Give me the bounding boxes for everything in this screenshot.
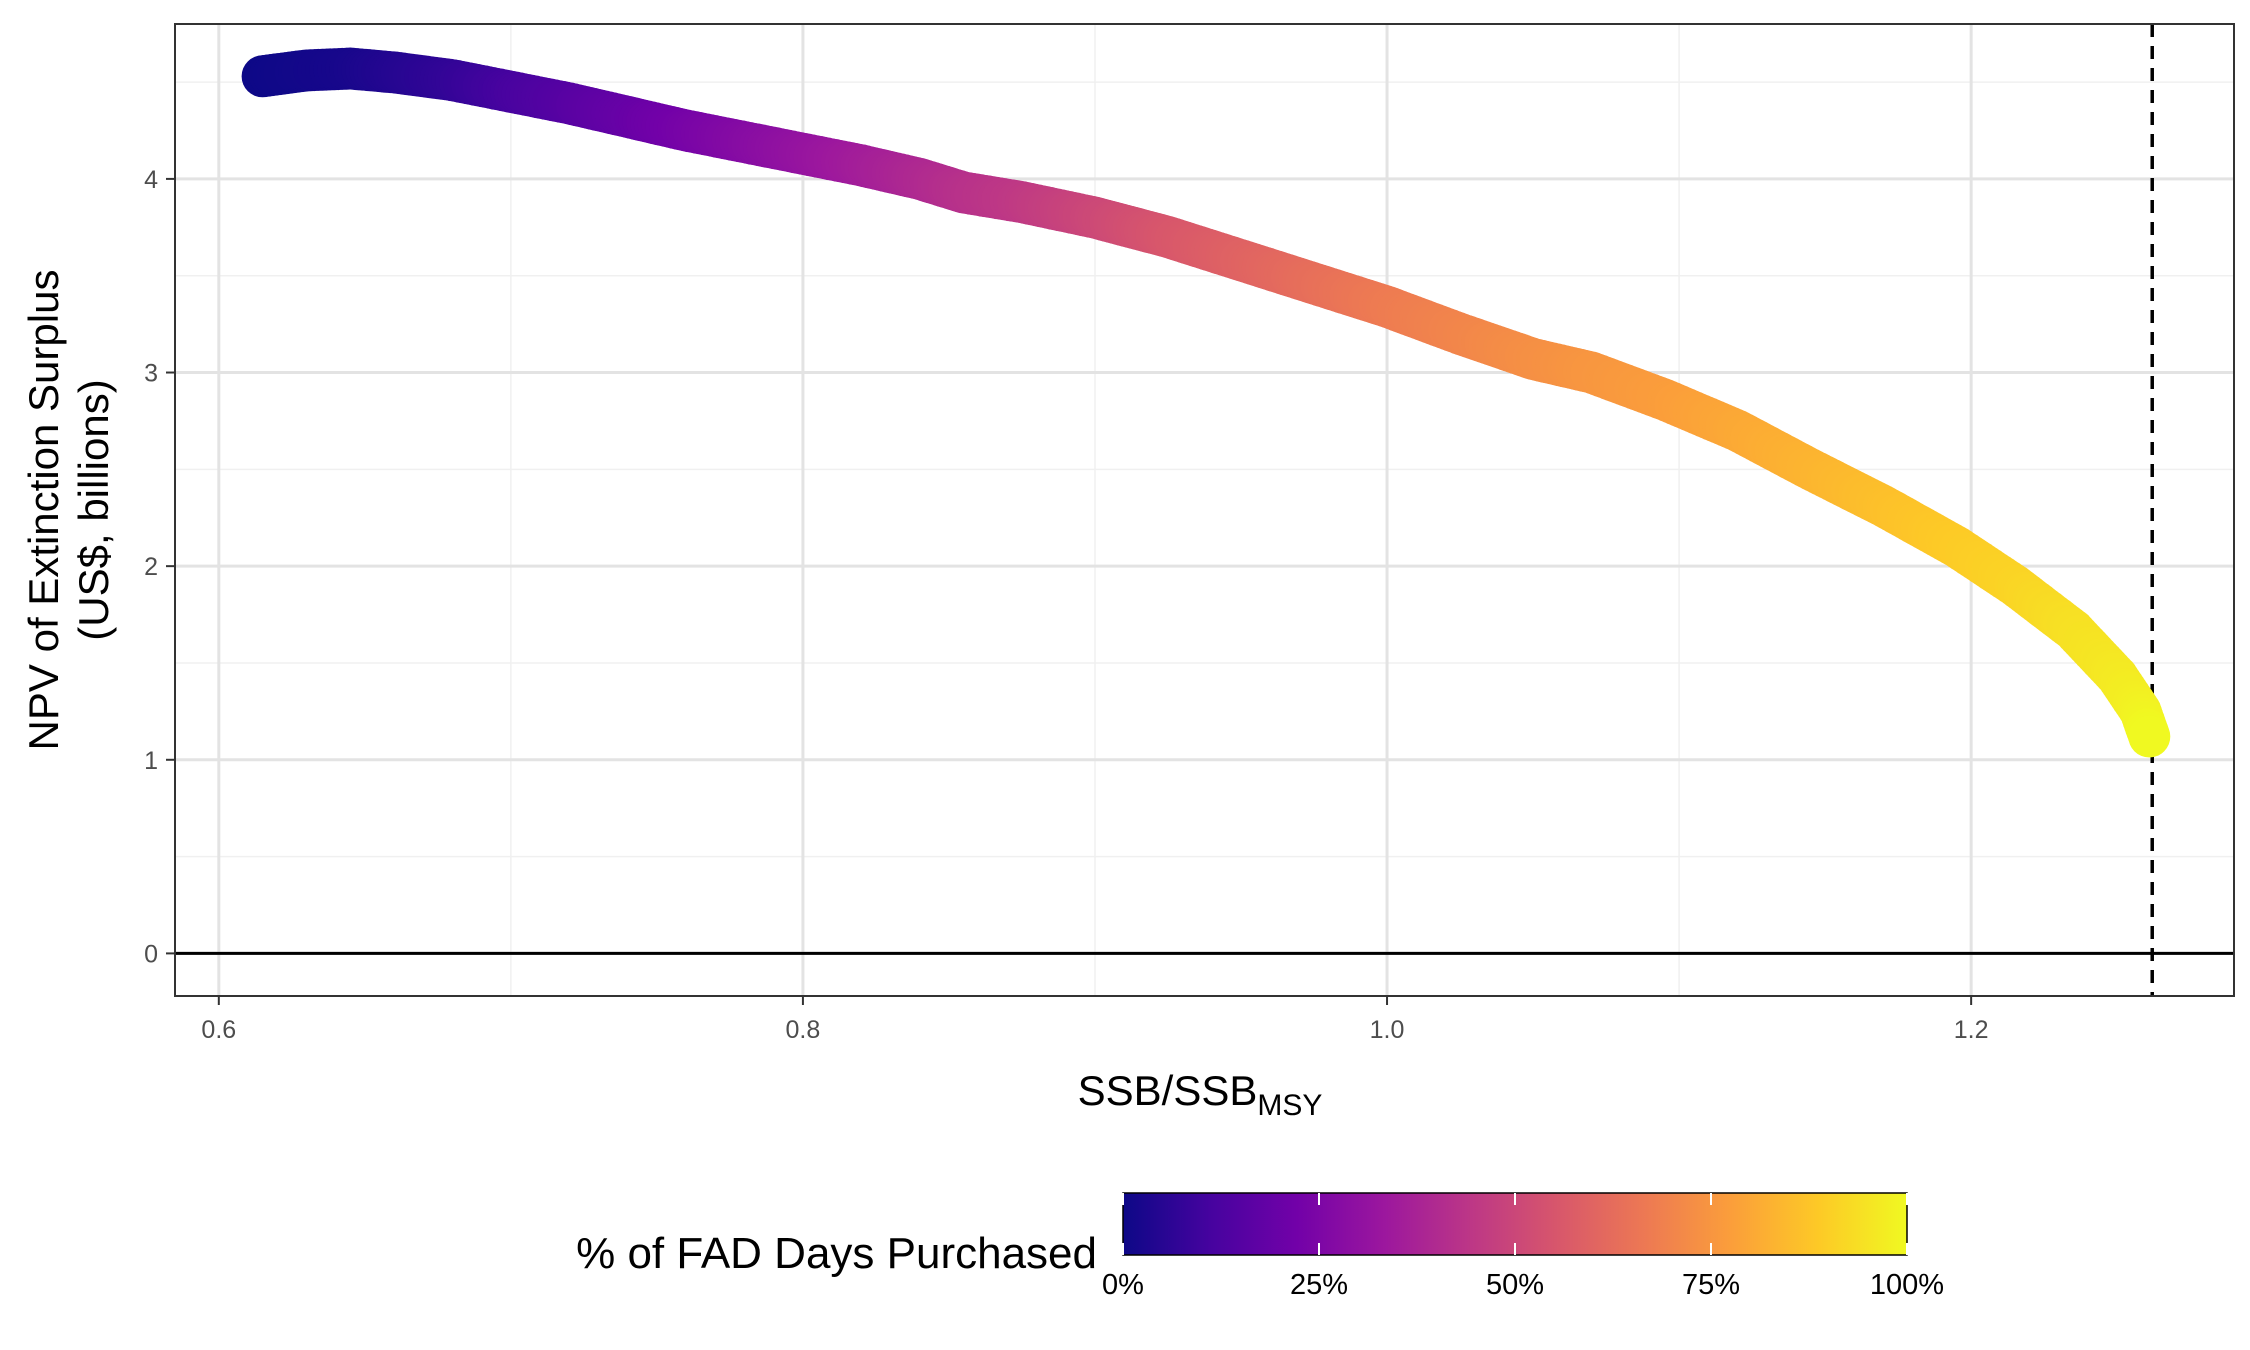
- legend-label: 100%: [1870, 1269, 1944, 1301]
- y-axis-ticks: 0 1 2 3 4: [144, 166, 175, 968]
- legend-title: % of FAD Days Purchased: [576, 1229, 1097, 1278]
- y-axis-title-line1: NPV of Extinction Surplus: [20, 270, 67, 751]
- major-gridlines: [175, 24, 2234, 996]
- plot-border: [174, 23, 2235, 997]
- reference-lines: [175, 24, 2234, 996]
- x-tick-label: 0.8: [786, 1016, 821, 1044]
- legend-ticks: 0% 25% 50% 75% 100%: [1102, 1193, 1944, 1301]
- legend-label: 50%: [1486, 1269, 1544, 1301]
- x-tick-label: 1.2: [1954, 1016, 1989, 1044]
- data-point: [2128, 715, 2171, 758]
- legend-label: 25%: [1290, 1269, 1348, 1301]
- legend-label: 75%: [1682, 1269, 1740, 1301]
- color-legend: % of FAD Days Purchased 0% 25% 50% 75% 100%: [576, 1192, 1944, 1301]
- x-axis-ticks: 0.6 0.8 1.0 1.2: [201, 996, 1989, 1044]
- x-axis-title-subscript: MSY: [1257, 1089, 1322, 1122]
- x-tick-label: 1.0: [1370, 1016, 1405, 1044]
- y-axis-title-line2: (US$, billions): [70, 379, 117, 640]
- data-curve: [241, 47, 2171, 758]
- y-tick-label: 0: [144, 940, 158, 968]
- legend-label: 0%: [1102, 1269, 1144, 1301]
- y-tick-label: 2: [144, 553, 158, 581]
- y-tick-label: 3: [144, 360, 158, 388]
- y-tick-label: 4: [144, 166, 158, 194]
- y-axis-title: NPV of Extinction Surplus (US$, billions…: [20, 270, 117, 751]
- y-tick-label: 1: [144, 747, 158, 775]
- x-tick-label: 0.6: [201, 1016, 236, 1044]
- x-axis-title: SSB/SSBMSY: [1078, 1067, 1323, 1122]
